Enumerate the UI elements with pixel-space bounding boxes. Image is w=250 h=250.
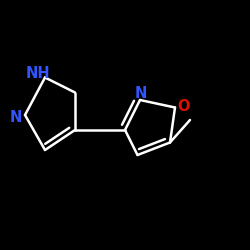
Text: O: O <box>178 99 190 114</box>
Text: N: N <box>10 110 22 125</box>
Text: NH: NH <box>25 66 50 81</box>
Text: N: N <box>135 86 147 101</box>
